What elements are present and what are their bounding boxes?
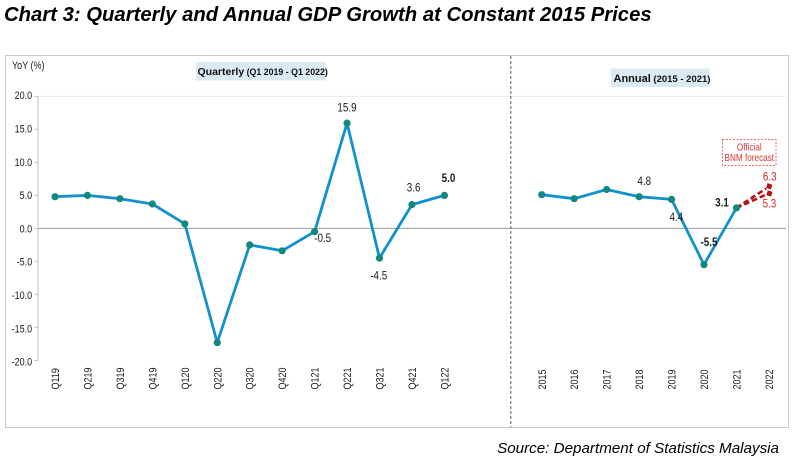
svg-text:2021: 2021 [732, 369, 744, 389]
svg-text:-10.0: -10.0 [12, 290, 33, 302]
svg-text:4.8: 4.8 [637, 175, 651, 188]
svg-text:5.0: 5.0 [442, 172, 456, 185]
svg-text:Q121: Q121 [310, 367, 322, 389]
svg-text:3.1: 3.1 [715, 197, 729, 210]
svg-text:-15.0: -15.0 [12, 324, 33, 336]
svg-text:15.0: 15.0 [15, 124, 33, 136]
svg-text:-5.5: -5.5 [701, 236, 718, 249]
svg-text:5.3: 5.3 [763, 198, 777, 211]
svg-text:Q122: Q122 [440, 367, 452, 389]
svg-text:Q321: Q321 [375, 367, 387, 389]
svg-text:Q221: Q221 [342, 367, 354, 389]
svg-text:Q421: Q421 [407, 367, 419, 389]
svg-text:-5.0: -5.0 [17, 257, 33, 269]
svg-text:Source: Department of Statisti: Source: Department of Statistics Malaysi… [497, 440, 779, 457]
svg-text:15.9: 15.9 [337, 101, 356, 114]
svg-text:2018: 2018 [634, 369, 646, 389]
svg-text:4.4: 4.4 [669, 211, 683, 224]
svg-text:Q120: Q120 [180, 367, 192, 389]
svg-text:Annual (2015 - 2021): Annual (2015 - 2021) [614, 73, 711, 85]
svg-text:Q219: Q219 [83, 367, 95, 389]
svg-text:6.3: 6.3 [763, 171, 777, 184]
svg-text:2015: 2015 [537, 369, 549, 389]
svg-text:-0.5: -0.5 [314, 232, 331, 245]
svg-text:2022: 2022 [764, 369, 776, 389]
svg-text:2017: 2017 [602, 369, 614, 389]
svg-text:Q119: Q119 [50, 368, 62, 390]
svg-text:Q319: Q319 [115, 367, 127, 389]
svg-text:YoY (%): YoY (%) [12, 60, 45, 72]
svg-text:Chart 3: Quarterly and Annual: Chart 3: Quarterly and Annual GDP Growth… [4, 4, 652, 26]
svg-text:Q320: Q320 [245, 367, 257, 389]
svg-text:Q220: Q220 [213, 367, 225, 389]
svg-text:2020: 2020 [699, 369, 711, 389]
svg-text:3.6: 3.6 [407, 182, 421, 195]
svg-text:Official: Official [737, 142, 762, 153]
svg-text:Q419: Q419 [148, 367, 160, 389]
svg-text:-4.5: -4.5 [370, 270, 387, 283]
svg-text:Q420: Q420 [277, 367, 289, 389]
svg-text:10.0: 10.0 [15, 157, 33, 169]
svg-text:BNM forecast: BNM forecast [725, 152, 775, 163]
svg-text:2019: 2019 [667, 369, 679, 389]
svg-text:5.0: 5.0 [20, 190, 33, 202]
svg-text:0.0: 0.0 [20, 224, 33, 236]
svg-text:20.0: 20.0 [15, 90, 33, 102]
svg-text:2016: 2016 [569, 369, 581, 389]
svg-text:Quarterly (Q1 2019 - Q1 2022): Quarterly (Q1 2019 - Q1 2022) [198, 66, 328, 78]
svg-text:-20.0: -20.0 [12, 357, 33, 369]
